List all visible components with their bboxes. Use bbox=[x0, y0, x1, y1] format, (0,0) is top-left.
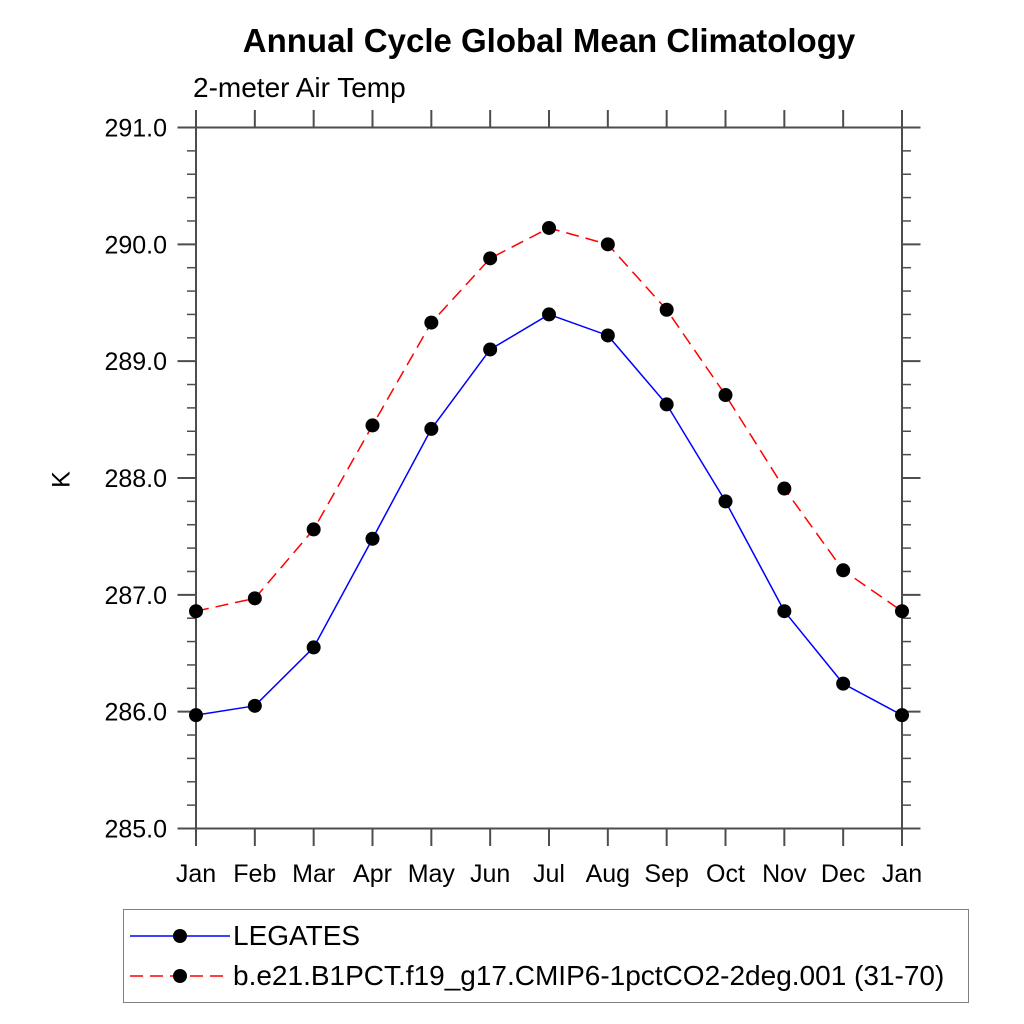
x-tick-label: Dec bbox=[821, 860, 865, 888]
x-tick-label: Jan bbox=[176, 860, 216, 888]
y-tick-label: 288.0 bbox=[104, 465, 167, 493]
data-point-marker bbox=[483, 342, 498, 357]
data-point-marker bbox=[895, 708, 909, 723]
y-tick-label: 285.0 bbox=[104, 816, 167, 844]
data-point-marker bbox=[659, 302, 674, 317]
data-point-marker bbox=[542, 307, 556, 322]
legend-series-label: LEGATES bbox=[233, 920, 361, 951]
y-tick-label: 290.0 bbox=[104, 231, 167, 259]
legend-sample-marker bbox=[173, 969, 187, 983]
data-point-marker bbox=[836, 563, 851, 578]
data-point-marker bbox=[659, 397, 674, 412]
data-point-marker bbox=[600, 237, 615, 252]
y-tick-label: 289.0 bbox=[104, 348, 167, 376]
data-point-marker bbox=[424, 315, 439, 330]
data-point-marker bbox=[777, 604, 792, 619]
legend-item: LEGATES bbox=[129, 920, 968, 951]
y-tick-label: 291.0 bbox=[104, 115, 167, 143]
x-tick-label: Jun bbox=[470, 860, 510, 888]
data-point-marker bbox=[424, 421, 439, 436]
legend-line-sample bbox=[130, 969, 230, 983]
data-point-marker bbox=[483, 251, 498, 266]
x-tick-label: Jul bbox=[533, 860, 565, 888]
legend-series-label: b.e21.B1PCT.f19_g17.CMIP6-1pctCO2-2deg.0… bbox=[233, 960, 945, 991]
legend: LEGATES b.e21.B1PCT.f19_g17.CMIP6-1pctCO… bbox=[123, 909, 969, 1003]
data-point-marker bbox=[542, 220, 556, 235]
legend-sample-marker bbox=[173, 929, 187, 943]
data-point-marker bbox=[247, 698, 262, 713]
x-tick-label: May bbox=[408, 860, 456, 888]
x-tick-label: Feb bbox=[233, 860, 276, 888]
x-tick-label: Aug bbox=[586, 860, 630, 888]
x-tick-label: Apr bbox=[353, 860, 392, 888]
x-tick-label: Mar bbox=[292, 860, 335, 888]
data-point-marker bbox=[777, 481, 792, 496]
data-point-marker bbox=[306, 522, 321, 537]
data-point-marker bbox=[718, 494, 733, 509]
chart-title: Annual Cycle Global Mean Climatology bbox=[242, 22, 856, 59]
data-point-marker bbox=[189, 604, 203, 619]
legend-line-sample bbox=[130, 929, 230, 943]
data-point-marker bbox=[895, 604, 909, 619]
series-line bbox=[195, 227, 903, 612]
data-point-marker bbox=[365, 531, 380, 546]
data-point-marker bbox=[836, 676, 851, 691]
chart-subtitle: 2-meter Air Temp bbox=[193, 72, 406, 103]
data-point-marker bbox=[600, 328, 615, 343]
data-point-marker bbox=[306, 640, 321, 655]
series-line bbox=[195, 313, 903, 716]
data-point-marker bbox=[247, 591, 262, 606]
y-tick-label: 286.0 bbox=[104, 699, 167, 727]
x-tick-label: Oct bbox=[706, 860, 745, 888]
data-point-marker bbox=[189, 708, 203, 723]
x-tick-label: Jan bbox=[882, 860, 922, 888]
y-tick-label: 287.0 bbox=[104, 582, 167, 610]
x-tick-label: Nov bbox=[762, 860, 807, 888]
data-point-marker bbox=[365, 418, 380, 433]
data-point-marker bbox=[718, 388, 733, 403]
legend-item: b.e21.B1PCT.f19_g17.CMIP6-1pctCO2-2deg.0… bbox=[129, 960, 968, 991]
x-tick-label: Sep bbox=[644, 860, 688, 888]
